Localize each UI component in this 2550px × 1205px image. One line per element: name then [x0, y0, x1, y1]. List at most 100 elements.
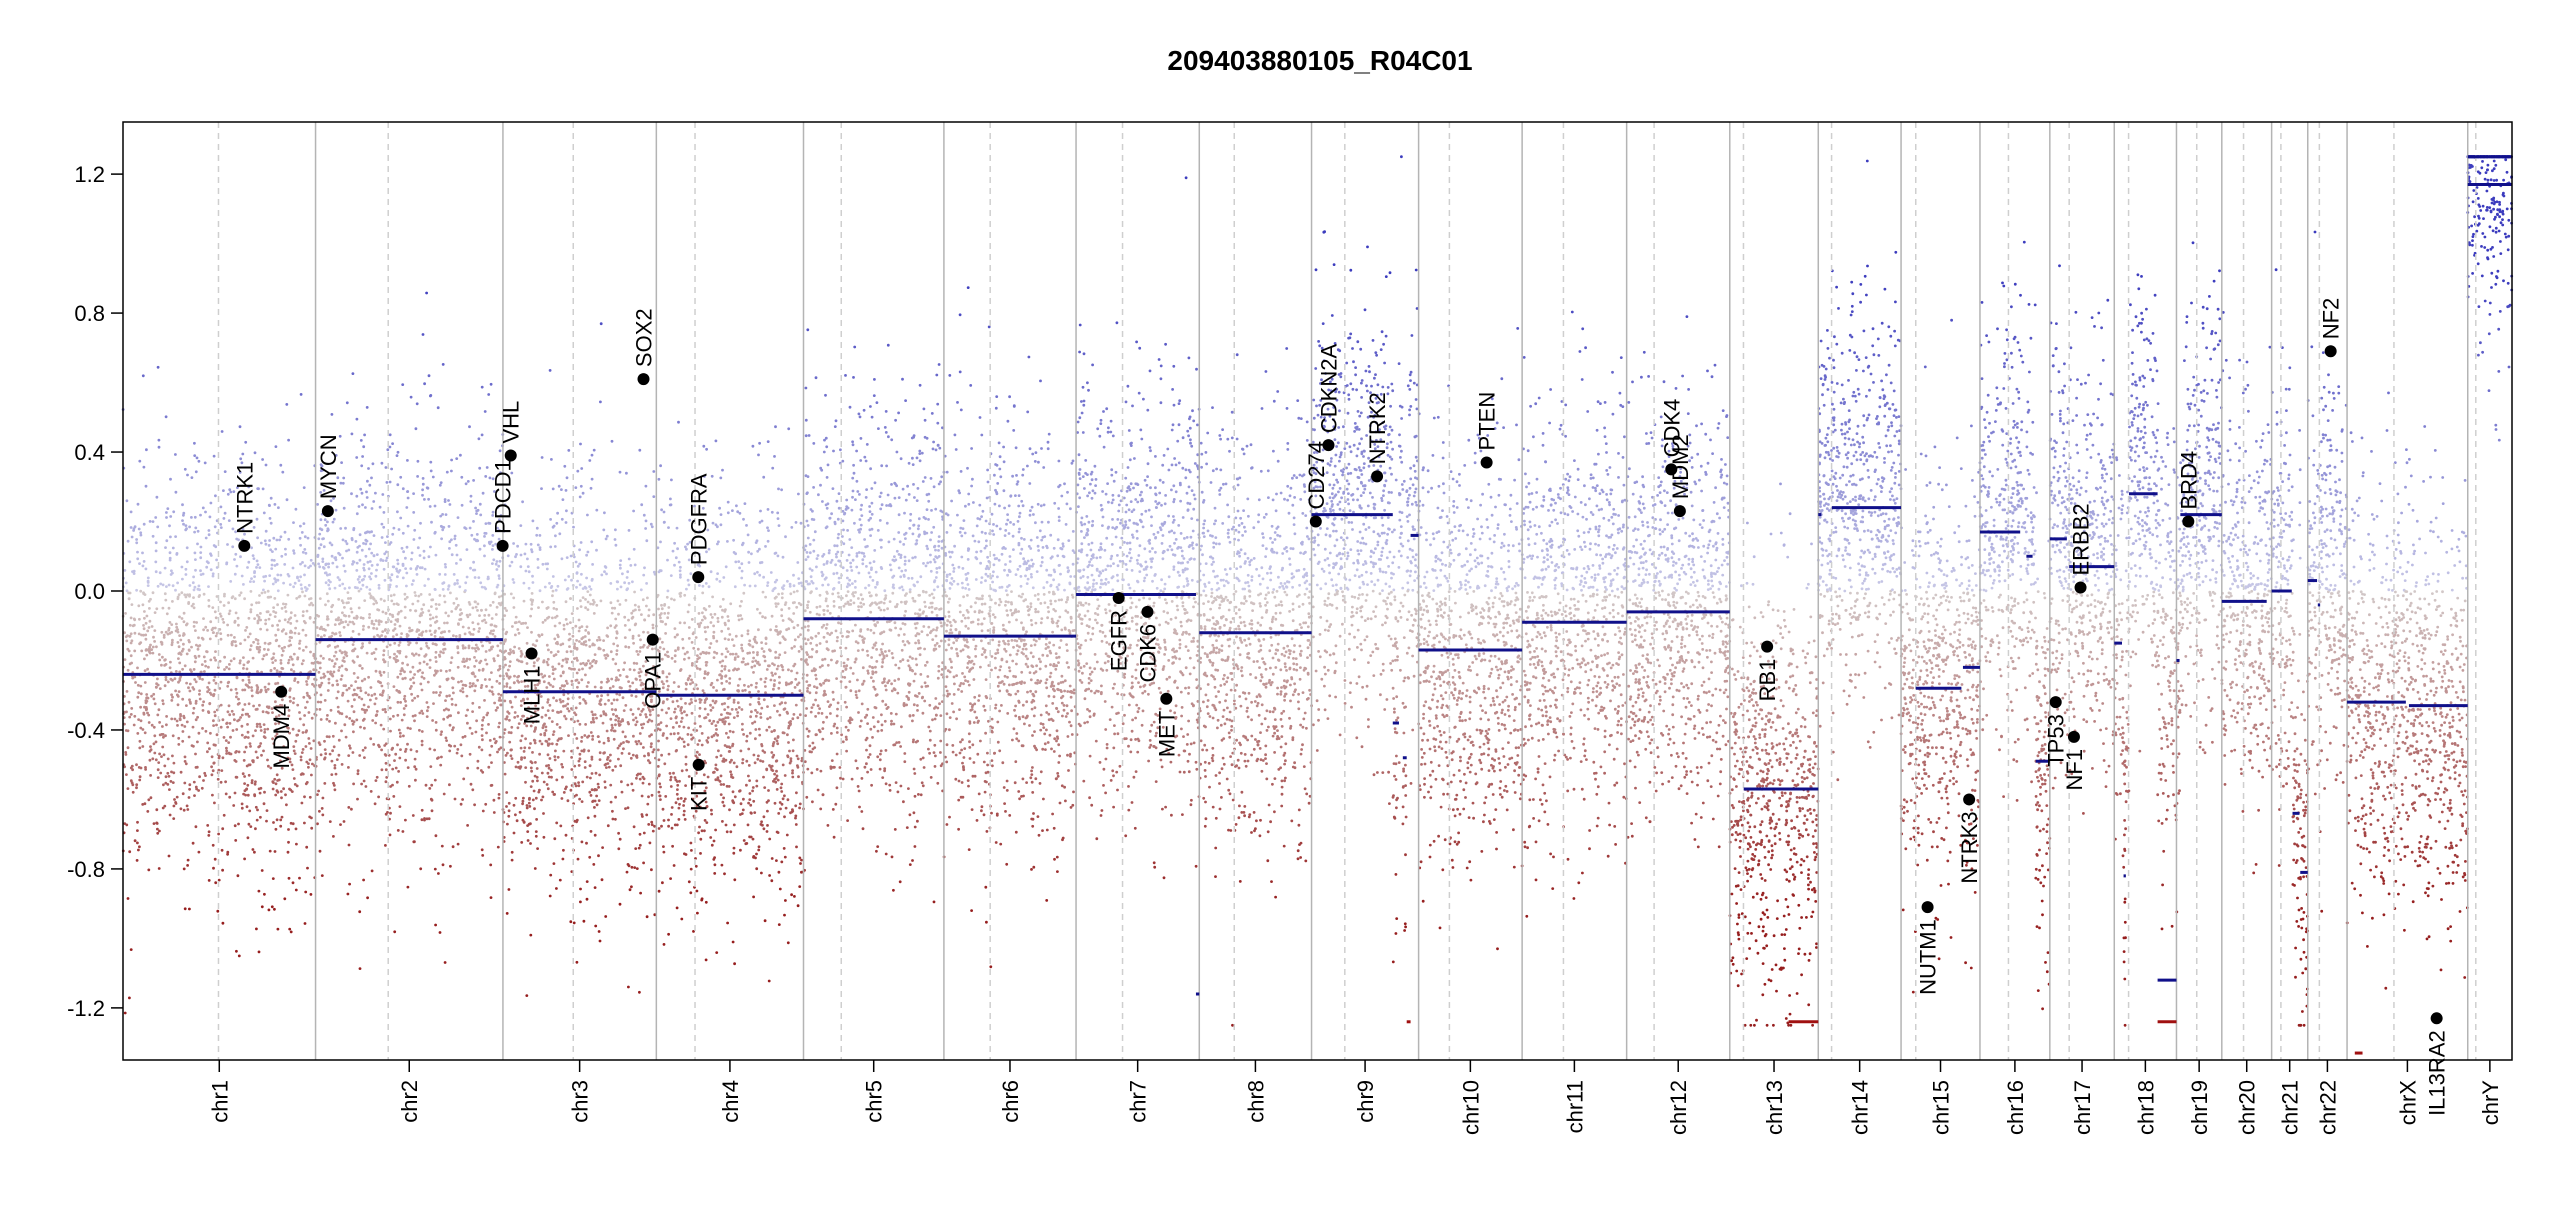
probe-point: [682, 740, 686, 744]
probe-point: [239, 457, 243, 461]
probe-point: [279, 463, 283, 467]
probe-point: [160, 733, 164, 736]
probe-point: [324, 628, 327, 632]
probe-point: [326, 528, 330, 532]
probe-point: [336, 576, 340, 579]
probe-point: [256, 619, 260, 623]
probe-point: [357, 589, 361, 593]
probe-point: [546, 709, 550, 712]
probe-point: [262, 575, 266, 579]
probe-point: [781, 763, 785, 767]
probe-point: [560, 557, 564, 561]
probe-point: [799, 645, 803, 649]
probe-point: [529, 785, 533, 788]
probe-point: [238, 661, 242, 665]
probe-point: [498, 682, 501, 685]
probe-point: [127, 591, 130, 595]
probe-point: [330, 554, 334, 558]
probe-point: [696, 743, 700, 746]
probe-point: [393, 652, 396, 656]
probe-point: [334, 558, 338, 562]
probe-point: [363, 756, 366, 759]
probe-point: [547, 737, 551, 741]
probe-point: [520, 652, 524, 655]
probe-point: [602, 741, 606, 745]
probe-point: [498, 696, 502, 700]
probe-point: [192, 744, 195, 748]
probe-point: [485, 635, 489, 639]
probe-point: [164, 734, 167, 738]
probe-point: [428, 658, 432, 662]
probe-point: [183, 907, 187, 911]
probe-point: [160, 663, 163, 667]
probe-point: [586, 550, 590, 554]
probe-point: [669, 574, 673, 577]
probe-point: [166, 680, 170, 684]
probe-point: [127, 597, 131, 601]
probe-point: [420, 688, 424, 692]
probe-point: [798, 802, 802, 806]
probe-point: [560, 763, 564, 766]
probe-point: [129, 526, 133, 529]
probe-point: [619, 764, 623, 768]
probe-point: [667, 684, 670, 688]
probe-point: [776, 778, 780, 782]
probe-point: [449, 864, 452, 868]
probe-point: [270, 563, 274, 567]
probe-point: [215, 558, 219, 562]
probe-point: [626, 570, 630, 574]
probe-point: [334, 645, 337, 649]
probe-point: [470, 732, 474, 735]
probe-point: [421, 333, 425, 336]
probe-point: [523, 552, 527, 556]
probe-point: [562, 704, 565, 708]
probe-point: [227, 667, 231, 671]
probe-point: [128, 850, 132, 854]
probe-point: [301, 590, 304, 594]
probe-point: [483, 614, 487, 617]
probe-point: [664, 632, 667, 635]
probe-point: [293, 752, 297, 755]
probe-point: [331, 520, 335, 524]
probe-point: [667, 707, 671, 710]
probe-point: [553, 837, 557, 841]
probe-point: [427, 497, 430, 501]
probe-point: [410, 551, 414, 555]
probe-point: [640, 794, 644, 798]
probe-point: [796, 561, 800, 564]
probe-point: [406, 459, 409, 462]
probe-point: [202, 700, 206, 704]
probe-point: [527, 586, 531, 590]
probe-point: [368, 613, 371, 616]
probe-point: [255, 927, 258, 931]
probe-point: [413, 757, 417, 761]
probe-point: [652, 570, 656, 574]
probe-point: [177, 743, 181, 746]
probe-point: [146, 667, 150, 671]
probe-point: [729, 830, 733, 834]
probe-point: [318, 627, 322, 631]
probe-point: [642, 573, 646, 577]
probe-point: [751, 444, 755, 448]
probe-point: [341, 611, 344, 615]
probe-point: [207, 533, 211, 537]
probe-point: [272, 652, 276, 656]
probe-point: [270, 558, 274, 562]
probe-point: [648, 710, 652, 713]
probe-point: [507, 731, 511, 734]
probe-point: [643, 618, 646, 622]
probe-point: [614, 528, 617, 532]
probe-point: [507, 801, 511, 805]
probe-point: [217, 754, 221, 758]
probe-point: [304, 633, 308, 637]
probe-point: [239, 642, 242, 645]
probe-point: [264, 542, 268, 546]
probe-point: [271, 711, 274, 714]
probe-point: [125, 690, 129, 693]
probe-point: [499, 641, 503, 645]
probe-point: [433, 635, 437, 638]
probe-point: [266, 589, 270, 593]
probe-point: [335, 565, 339, 569]
probe-point: [283, 530, 287, 534]
probe-point: [397, 690, 401, 694]
